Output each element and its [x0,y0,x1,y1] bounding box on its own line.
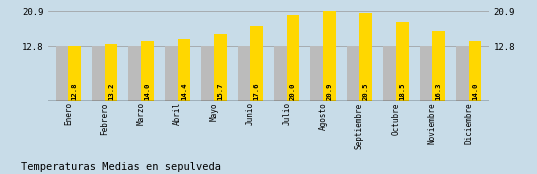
Bar [56,46,68,101]
Bar [469,41,481,101]
Bar [178,39,190,101]
Bar [323,11,336,101]
Text: 20.5: 20.5 [363,83,369,100]
Bar [310,46,323,101]
Text: Temperaturas Medias en sepulveda: Temperaturas Medias en sepulveda [21,162,221,172]
Bar [128,46,141,101]
Text: 17.6: 17.6 [253,83,260,100]
Bar [165,46,178,101]
Bar [201,46,214,101]
Bar [105,44,118,101]
Bar [92,46,105,101]
Bar [396,22,409,101]
Bar [68,46,81,101]
Bar [237,46,250,101]
Bar [432,31,445,101]
Text: 20.9: 20.9 [326,83,332,100]
Bar [287,15,300,101]
Text: 18.5: 18.5 [399,83,405,100]
Text: 13.2: 13.2 [108,83,114,100]
Text: 16.3: 16.3 [436,83,441,100]
Bar [347,46,359,101]
Bar [274,46,287,101]
Bar [383,46,396,101]
Text: 14.0: 14.0 [144,83,150,100]
Bar [359,13,372,101]
Text: 14.0: 14.0 [472,83,478,100]
Text: 20.0: 20.0 [290,83,296,100]
Bar [250,26,263,101]
Bar [456,46,469,101]
Text: 12.8: 12.8 [72,83,78,100]
Text: 15.7: 15.7 [217,83,223,100]
Bar [141,41,154,101]
Bar [419,46,432,101]
Text: 14.4: 14.4 [181,83,187,100]
Bar [214,34,227,101]
